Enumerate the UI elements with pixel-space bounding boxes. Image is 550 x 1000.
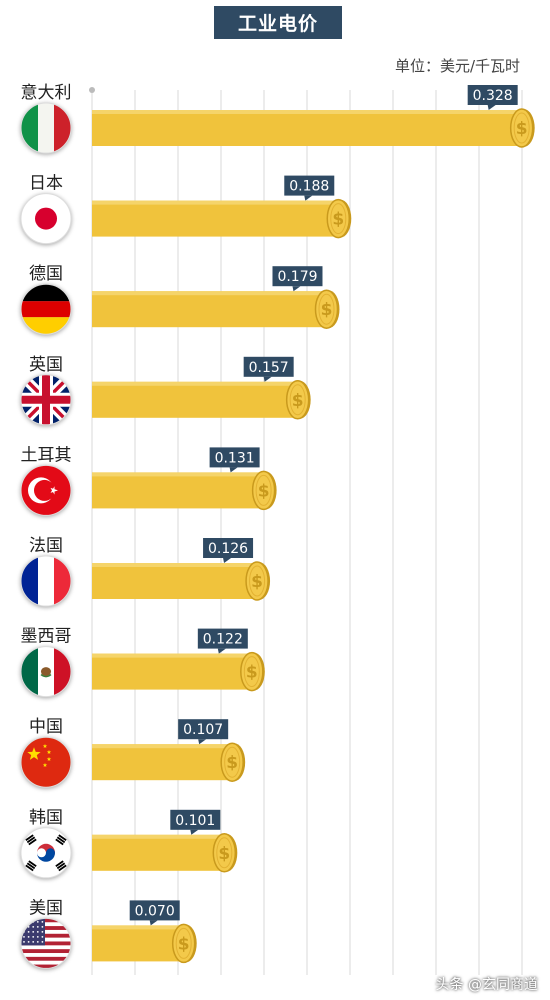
value-label: 0.070 <box>129 900 180 926</box>
turkey-flag-icon <box>20 464 72 516</box>
uk-flag-icon <box>20 374 72 426</box>
svg-text:0.179: 0.179 <box>277 269 317 285</box>
unit-label: 单位：美元/千瓦时 <box>394 57 520 75</box>
value-label: 0.188 <box>284 175 335 201</box>
svg-text:$: $ <box>258 481 270 501</box>
value-label: 0.328 <box>467 85 518 110</box>
value-label: 0.157 <box>243 356 294 382</box>
axis-origin-dot <box>89 87 95 93</box>
value-label: 0.101 <box>170 809 221 835</box>
category-label: 美国 <box>29 898 63 918</box>
svg-text:0.122: 0.122 <box>203 632 243 648</box>
svg-text:0.328: 0.328 <box>473 88 513 104</box>
svg-text:0.126: 0.126 <box>208 541 248 557</box>
usa-flag-icon <box>20 917 72 969</box>
italy-flag-icon <box>20 102 72 154</box>
value-label: 0.107 <box>178 719 229 745</box>
category-label: 韩国 <box>29 808 63 828</box>
korea-flag-icon <box>20 827 72 879</box>
coin-dollar-icon: $ <box>326 198 352 239</box>
chart-title: 工业电价 <box>214 6 342 39</box>
category-label: 意大利 <box>21 83 72 103</box>
bar <box>92 653 252 690</box>
coin-dollar-icon: $ <box>245 561 271 601</box>
bars: $0.328$0.188$0.179$0.157$0.131$0.126$0.1… <box>92 85 535 964</box>
svg-text:0.101: 0.101 <box>175 813 215 829</box>
svg-text:0.131: 0.131 <box>215 450 255 466</box>
svg-text:$: $ <box>292 391 304 411</box>
bar <box>92 563 258 599</box>
watermark: 头条 @玄同商道 <box>436 974 538 994</box>
svg-text:$: $ <box>246 663 258 683</box>
svg-text:0.107: 0.107 <box>183 722 223 738</box>
china-flag-icon <box>20 736 72 788</box>
germany-flag-icon <box>20 283 72 335</box>
watermark-text: 头条 @玄同商道 <box>435 977 538 993</box>
mexico-flag-icon <box>20 646 72 698</box>
coin-dollar-icon: $ <box>171 923 197 964</box>
coin-dollar-icon: $ <box>285 380 311 420</box>
japan-flag-icon <box>20 193 72 245</box>
category-label: 土耳其 <box>21 445 72 465</box>
coin-dollar-icon: $ <box>212 833 238 873</box>
grid-lines <box>89 87 523 975</box>
bar <box>92 381 298 418</box>
value-label: 0.122 <box>197 628 248 654</box>
coin-dollar-icon: $ <box>251 470 277 511</box>
svg-text:$: $ <box>332 210 344 230</box>
svg-text:$: $ <box>218 844 230 864</box>
coin-dollar-icon: $ <box>220 742 246 782</box>
category-label: 英国 <box>29 355 63 375</box>
coin-dollar-icon: $ <box>509 108 535 148</box>
france-flag-icon <box>20 555 72 607</box>
value-label: 0.179 <box>272 266 323 292</box>
coin-dollar-icon: $ <box>314 289 340 329</box>
category-label: 中国 <box>29 717 63 737</box>
svg-text:$: $ <box>516 119 528 139</box>
value-label: 0.126 <box>203 538 254 563</box>
value-label: 0.131 <box>209 447 260 473</box>
svg-text:$: $ <box>178 934 190 954</box>
svg-text:$: $ <box>321 300 333 320</box>
svg-text:0.070: 0.070 <box>135 903 175 919</box>
svg-text:0.157: 0.157 <box>249 360 289 376</box>
svg-text:0.188: 0.188 <box>289 179 329 195</box>
bar <box>92 291 327 328</box>
coin-dollar-icon: $ <box>240 651 265 692</box>
category-label: 德国 <box>29 264 63 284</box>
bar <box>92 200 339 237</box>
bar <box>92 925 184 962</box>
category-label: 法国 <box>29 536 63 556</box>
bar <box>92 834 225 871</box>
bar <box>92 744 233 781</box>
svg-text:$: $ <box>251 572 263 592</box>
category-label: 日本 <box>29 174 63 194</box>
category-label: 墨西哥 <box>21 627 72 647</box>
bar <box>92 110 522 146</box>
svg-text:$: $ <box>226 753 238 773</box>
bar <box>92 472 264 509</box>
